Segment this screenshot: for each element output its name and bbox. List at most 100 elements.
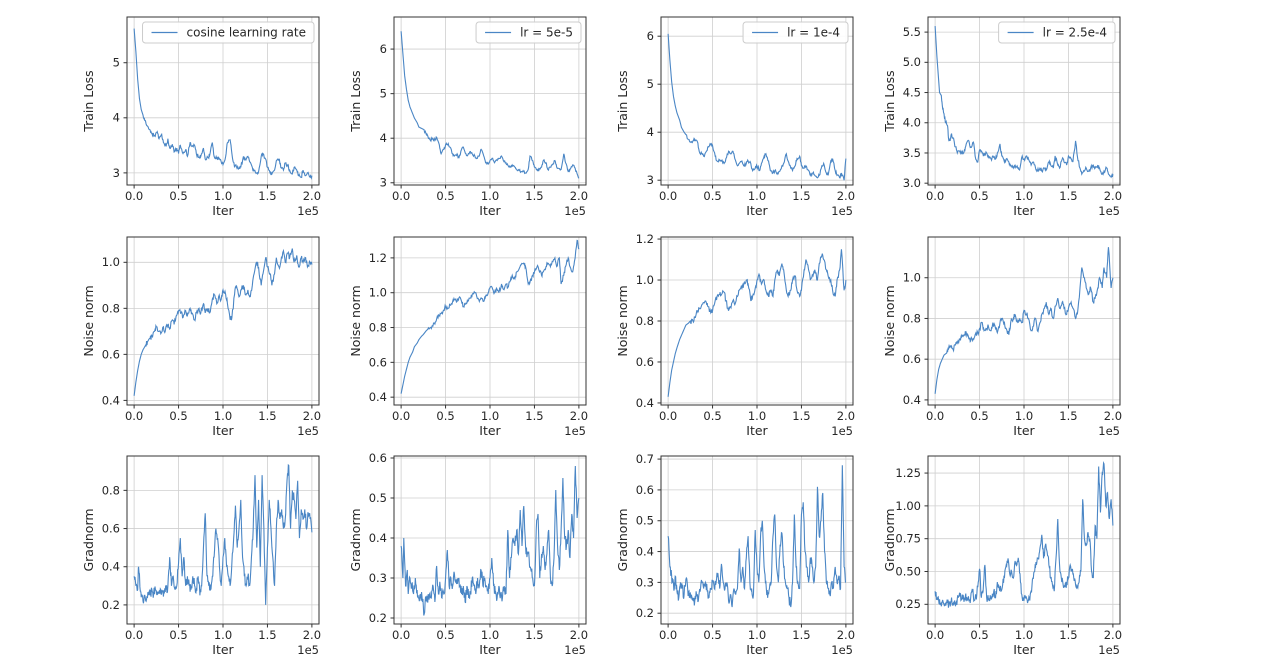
grid-lines xyxy=(661,456,853,624)
series-line xyxy=(133,28,313,181)
y-axis-label: Gradnorm xyxy=(81,508,96,571)
x-tick-label: 0.5 xyxy=(436,409,454,423)
y-axis-label: Train Loss xyxy=(81,70,96,132)
x-tick-label: 1.5 xyxy=(792,189,810,203)
y-tick-label: 4.5 xyxy=(903,85,921,99)
plot-svg: 0.0 0.5 1.0 1.5 2.0 0.2 0.3 0.4 0.5 0.6 0.7 Iter 1e5… xyxy=(615,452,855,657)
tick-marks xyxy=(390,457,580,628)
x-tick-label: 2.0 xyxy=(570,409,588,423)
y-tick-label: 0.6 xyxy=(636,355,654,369)
y-tick-label: 0.6 xyxy=(903,352,921,366)
y-tick-label: 6 xyxy=(380,42,387,56)
legend-label: lr = 2.5e-4 xyxy=(1043,26,1107,40)
tick-labels: 0.0 0.5 1.0 1.5 2.0 3 4 5 6 xyxy=(647,29,855,203)
y-tick-label: 0.2 xyxy=(636,606,654,620)
series-line xyxy=(400,465,580,616)
x-tick-label: 0.0 xyxy=(926,628,944,642)
x-tick-label: 2.0 xyxy=(837,189,855,203)
x-tick-label: 2.0 xyxy=(303,628,321,642)
tick-marks xyxy=(123,62,313,189)
x-axis-label: Iter xyxy=(479,642,501,657)
x-tick-label: 0.5 xyxy=(970,628,988,642)
x-tick-label: 2.0 xyxy=(570,189,588,203)
tick-marks xyxy=(657,238,847,409)
y-tick-label: 1.0 xyxy=(102,255,120,269)
x-axis-offset-label: 1e5 xyxy=(564,424,586,438)
y-axis-label: Noise norm xyxy=(348,285,363,356)
y-tick-label: 0.5 xyxy=(369,491,387,505)
subplot-gradnorm-col4: 0.0 0.5 1.0 1.5 2.0 0.25 0.50 0.75 1.00 1.25 Iter 1… xyxy=(881,446,1148,658)
x-axis-offset-label: 1e5 xyxy=(1098,204,1120,218)
y-tick-label: 0.8 xyxy=(102,483,120,497)
series-line xyxy=(667,33,847,181)
x-tick-label: 0.5 xyxy=(169,628,187,642)
tick-labels: 0.0 0.5 1.0 1.5 2.0 3.0 3.5 4.0 4.5 5.0 5.5 xyxy=(903,25,1122,203)
x-tick-label: 2.0 xyxy=(303,189,321,203)
y-tick-label: 0.6 xyxy=(636,483,654,497)
series-line xyxy=(400,31,580,179)
x-tick-label: 0.0 xyxy=(125,409,143,423)
y-axis-label: Gradnorm xyxy=(348,508,363,571)
subplot-train-loss-col4: 0.0 0.5 1.0 1.5 2.0 3.0 3.5 4.0 4.5 5.0 5.5 Iter 1e5… xyxy=(881,7,1148,230)
tick-labels: 0.0 0.5 1.0 1.5 2.0 0.4 0.6 0.8 1.0 1.2 xyxy=(369,251,588,423)
y-tick-label: 0.8 xyxy=(102,301,120,315)
x-tick-label: 0.5 xyxy=(436,189,454,203)
grid-lines xyxy=(928,456,1120,624)
x-tick-label: 0.0 xyxy=(659,628,677,642)
subplot-train-loss-col1: 0.0 0.5 1.0 1.5 2.0 3 4 5 Iter 1e5 Train Loss cosin… xyxy=(80,7,347,230)
y-tick-label: 3.0 xyxy=(903,176,921,190)
subplot-train-loss-col2: 0.0 0.5 1.0 1.5 2.0 3 4 5 6 Iter 1e5 Train Loss lr =… xyxy=(347,7,614,230)
x-tick-label: 0.0 xyxy=(125,189,143,203)
x-tick-label: 1.0 xyxy=(481,189,499,203)
y-tick-label: 0.7 xyxy=(636,452,654,466)
legend-label: cosine learning rate xyxy=(187,26,306,40)
y-tick-label: 0.2 xyxy=(102,598,120,612)
x-tick-label: 2.0 xyxy=(303,409,321,423)
x-axis-label: Iter xyxy=(746,203,768,218)
series-line xyxy=(667,249,847,397)
tick-labels: 0.0 0.5 1.0 1.5 2.0 0.4 0.6 0.8 1.0 xyxy=(903,271,1122,423)
legend-box xyxy=(998,21,1116,44)
legend: cosine learning rate xyxy=(142,21,315,44)
x-tick-label: 0.0 xyxy=(125,628,143,642)
y-axis-label: Gradnorm xyxy=(615,508,630,571)
x-tick-label: 1.0 xyxy=(1015,189,1033,203)
grid-lines xyxy=(127,237,319,405)
x-axis-label: Iter xyxy=(746,423,768,438)
tick-marks xyxy=(657,35,847,189)
subplot-noise-norm-col3: 0.0 0.5 1.0 1.5 2.0 0.4 0.6 0.8 1.0 1.2 Iter 1e5 Noi… xyxy=(614,227,881,450)
x-tick-label: 0.5 xyxy=(169,189,187,203)
y-axis-label: Noise norm xyxy=(81,285,96,356)
tick-labels: 0.0 0.5 1.0 1.5 2.0 3 4 5 xyxy=(113,56,321,203)
subplot-train-loss-col3: 0.0 0.5 1.0 1.5 2.0 3 4 5 6 Iter 1e5 Train Loss lr =… xyxy=(614,7,881,230)
y-tick-label: 0.2 xyxy=(369,611,387,625)
y-axis-label: Train Loss xyxy=(615,70,630,132)
x-tick-label: 0.5 xyxy=(703,409,721,423)
y-tick-label: 0.6 xyxy=(369,451,387,465)
subplot-noise-norm-col2: 0.0 0.5 1.0 1.5 2.0 0.4 0.6 0.8 1.0 1.2 Iter 1e5 Noi… xyxy=(347,227,614,450)
y-tick-label: 0.4 xyxy=(102,560,120,574)
x-tick-label: 0.5 xyxy=(703,628,721,642)
x-tick-label: 1.0 xyxy=(1015,628,1033,642)
y-axis-label: Noise norm xyxy=(615,285,630,356)
y-axis-label: Noise norm xyxy=(882,285,897,356)
subplot-gradnorm-col1: 0.0 0.5 1.0 1.5 2.0 0.2 0.4 0.6 0.8 Iter 1e5 Gradno… xyxy=(80,446,347,658)
x-tick-label: 1.0 xyxy=(481,628,499,642)
x-tick-label: 0.0 xyxy=(392,189,410,203)
y-tick-label: 0.8 xyxy=(369,320,387,334)
x-tick-label: 1.5 xyxy=(792,628,810,642)
y-tick-label: 0.25 xyxy=(895,597,921,611)
y-axis-label: Train Loss xyxy=(348,70,363,132)
y-tick-label: 0.3 xyxy=(369,571,387,585)
x-axis-label: Iter xyxy=(212,423,234,438)
y-tick-label: 1.0 xyxy=(636,273,654,287)
x-tick-label: 1.5 xyxy=(258,628,276,642)
x-tick-label: 1.0 xyxy=(748,628,766,642)
grid-lines xyxy=(394,237,586,405)
plot-svg: 0.0 0.5 1.0 1.5 2.0 0.4 0.6 0.8 1.0 1.2 Iter 1e5 Noi… xyxy=(348,236,588,438)
y-tick-label: 0.8 xyxy=(636,314,654,328)
legend: lr = 2.5e-4 xyxy=(998,21,1116,44)
y-tick-label: 1.0 xyxy=(369,286,387,300)
